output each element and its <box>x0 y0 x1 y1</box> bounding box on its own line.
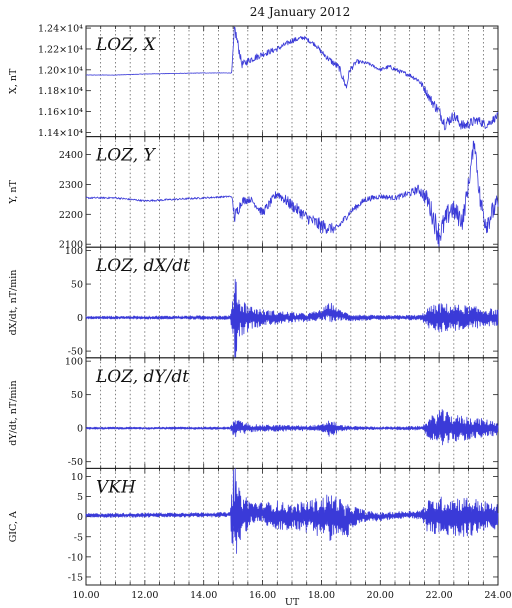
panel-label: LOZ, dY/dt <box>95 367 189 387</box>
panel-4: -50 0 50 100 dY/dt, nT/min LOZ, dY/dt <box>8 357 499 469</box>
y-tick-label: 5 <box>77 492 83 503</box>
panel-2: 2100 2200 2300 2400 Y, nT LOZ, Y <box>8 136 499 251</box>
panel-label: LOZ, Y <box>95 146 157 166</box>
panel-3: -50 0 50 100 dX/dt, nT/min LOZ, dX/dt <box>8 246 499 359</box>
y-tick-label: 1.14×10⁴ <box>38 128 83 139</box>
series-line <box>85 409 499 446</box>
y-tick-label: 1.16×10⁴ <box>38 107 83 118</box>
y-tick-label: 2400 <box>59 150 83 161</box>
y-tick-label: 10 <box>71 472 83 483</box>
y-tick-label: -50 <box>68 347 83 358</box>
y-tick-label: 50 <box>71 280 83 291</box>
panel-5: -15 -10 -5 0 5 10 GIC, A VKH 10.00 12.00 14.00 16.0… <box>8 467 512 601</box>
x-tick-label: 24.00 <box>484 590 511 601</box>
chart-panels: 1.14×10⁴ 1.16×10⁴ 1.18×10⁴ 1.20×10⁴ 1.22×10⁴… <box>8 24 512 601</box>
series-line <box>85 467 499 554</box>
y-axis-label: X, nT <box>8 68 19 94</box>
series-line <box>85 278 499 359</box>
y-tick-label: 0 <box>77 313 83 324</box>
x-tick-label: 22.00 <box>426 590 453 601</box>
y-tick-label: 1.20×10⁴ <box>38 65 83 76</box>
y-tick-label: 100 <box>65 246 83 257</box>
y-axis-label: GIC, A <box>8 511 19 542</box>
y-tick-label: -5 <box>74 532 83 543</box>
y-tick-label: 1.24×10⁴ <box>38 24 83 35</box>
y-tick-label: -50 <box>68 457 83 468</box>
y-axis-label: dY/dt, nT/min <box>8 380 19 445</box>
x-tick-label: 18.00 <box>308 590 335 601</box>
y-axis-label: dX/dt, nT/min <box>8 270 19 336</box>
y-tick-label: 50 <box>71 390 83 401</box>
y-tick-label: 2100 <box>59 240 83 251</box>
x-axis-label: UT <box>285 597 300 608</box>
y-tick-label: 2200 <box>59 210 83 221</box>
y-tick-label: 0 <box>77 424 83 435</box>
series-line <box>85 140 499 248</box>
figure-title: 24 January 2012 <box>250 5 351 19</box>
y-tick-label: 1.22×10⁴ <box>38 44 83 55</box>
panel-1: 1.14×10⁴ 1.16×10⁴ 1.18×10⁴ 1.20×10⁴ 1.22×10⁴… <box>8 24 499 139</box>
y-tick-label: 1.18×10⁴ <box>38 86 83 97</box>
series-line <box>85 26 499 131</box>
x-tick-label: 16.00 <box>249 590 276 601</box>
y-tick-label: 0 <box>77 512 83 523</box>
y-tick-label: 2300 <box>59 180 83 191</box>
y-axis-label: Y, nT <box>8 179 19 204</box>
panel-label: LOZ, dX/dt <box>95 256 190 276</box>
x-tick-label: 12.00 <box>131 590 158 601</box>
y-tick-label: -15 <box>68 572 83 583</box>
x-tick-label: 20.00 <box>367 590 394 601</box>
panel-label: LOZ, X <box>95 35 157 55</box>
panel-label: VKH <box>96 477 137 497</box>
y-tick-label: 100 <box>65 357 83 368</box>
y-tick-label: -10 <box>68 552 83 563</box>
x-tick-label: 14.00 <box>190 590 217 601</box>
x-tick-label: 10.00 <box>72 590 99 601</box>
